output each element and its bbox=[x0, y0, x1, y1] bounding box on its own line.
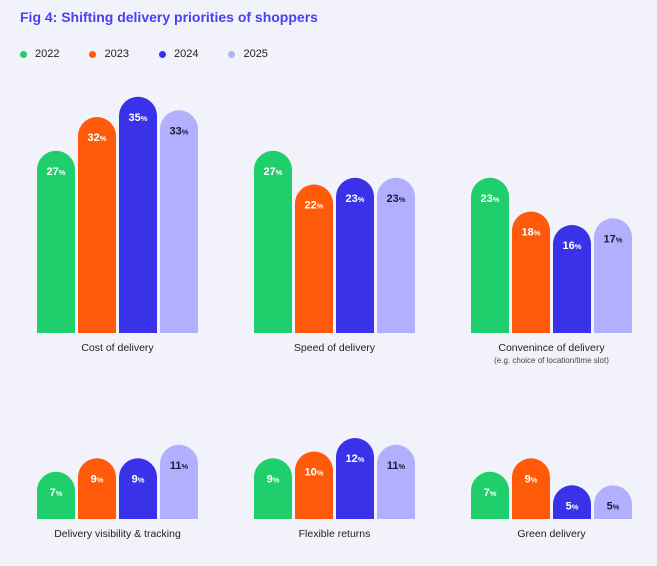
bar-2022 bbox=[471, 471, 509, 519]
data-label: 17% bbox=[604, 233, 623, 245]
legend-label: 2023 bbox=[104, 48, 129, 60]
data-label: 9% bbox=[91, 473, 104, 485]
bar-2022 bbox=[471, 177, 509, 333]
data-label: 11% bbox=[170, 460, 189, 472]
data-label: 16% bbox=[563, 240, 582, 252]
bar-2025 bbox=[377, 177, 415, 333]
bar-2022 bbox=[254, 150, 292, 333]
bar-2025 bbox=[594, 485, 632, 519]
legend-item-2024: 2024 bbox=[158, 48, 199, 60]
bar-2023 bbox=[78, 117, 116, 333]
bar-2022 bbox=[37, 471, 75, 519]
legend-label: 2022 bbox=[35, 48, 60, 60]
bar-group: 27% 22% 23% 23% Speed of delivery bbox=[254, 150, 415, 354]
data-label: 9% bbox=[267, 473, 280, 485]
legend-label: 2025 bbox=[243, 48, 268, 60]
chart-title: Fig 4: Shifting delivery priorities of s… bbox=[20, 9, 318, 25]
bar-2022 bbox=[37, 150, 75, 333]
bar-2023 bbox=[512, 458, 550, 519]
bar-2023 bbox=[78, 458, 116, 519]
bar-2023 bbox=[295, 451, 333, 519]
bar-2024 bbox=[336, 177, 374, 333]
legend-swatch bbox=[228, 50, 236, 58]
data-label: 7% bbox=[484, 487, 497, 499]
data-label: 7% bbox=[50, 487, 63, 499]
legend-item-2023: 2023 bbox=[89, 48, 129, 60]
data-label: 10% bbox=[305, 467, 324, 479]
bar-2022 bbox=[254, 458, 292, 519]
legend-swatch bbox=[158, 50, 166, 58]
bar-2025 bbox=[377, 444, 415, 519]
bar-2024 bbox=[119, 96, 157, 333]
data-label: 9% bbox=[132, 473, 145, 485]
category-label: Convenince of delivery bbox=[498, 342, 605, 354]
category-label: Cost of delivery bbox=[81, 342, 154, 354]
data-label: 23% bbox=[387, 193, 406, 205]
category-label: Flexible returns bbox=[299, 528, 371, 540]
bar-2024 bbox=[336, 438, 374, 519]
legend-swatch bbox=[20, 50, 27, 58]
data-label: 5% bbox=[566, 500, 579, 512]
bar-2023 bbox=[295, 184, 333, 333]
data-label: 12% bbox=[346, 453, 365, 465]
bar-2024 bbox=[119, 458, 157, 519]
bar-2025 bbox=[160, 110, 198, 334]
bar-2024 bbox=[553, 485, 591, 519]
data-label: 27% bbox=[47, 166, 66, 178]
data-label: 23% bbox=[481, 193, 500, 205]
legend-swatch bbox=[89, 50, 97, 58]
category-label: Speed of delivery bbox=[294, 342, 376, 354]
data-label: 33% bbox=[170, 125, 189, 137]
legend-item-2022: 2022 bbox=[20, 48, 59, 60]
data-label: 23% bbox=[346, 193, 365, 205]
bar-2024 bbox=[553, 225, 591, 333]
bar-group: 7% 9% 5% 5% Green delivery bbox=[471, 458, 632, 540]
bar-group: 27% 32% 35% 33% Cost of delivery bbox=[37, 96, 198, 354]
bar-group: 23% 18% 16% 17% Convenince of delivery (e.g. … bbox=[471, 177, 632, 365]
data-label: 9% bbox=[525, 473, 538, 485]
category-label: Delivery visibility & tracking bbox=[54, 528, 181, 540]
data-label: 35% bbox=[129, 112, 148, 124]
category-label: Green delivery bbox=[517, 528, 586, 540]
bar-group: 9% 10% 12% 11% Flexible returns bbox=[254, 438, 415, 540]
bar-2025 bbox=[160, 444, 198, 519]
data-label: 5% bbox=[607, 500, 620, 512]
category-sublabel: (e.g. choice of location/time slot) bbox=[494, 356, 609, 365]
data-label: 18% bbox=[522, 227, 541, 239]
data-label: 32% bbox=[88, 132, 107, 144]
legend: 2022 2023 2024 2025 bbox=[20, 46, 298, 62]
bar-group: 7% 9% 9% 11% Delivery visibility & tracking bbox=[37, 444, 198, 540]
legend-item-2025: 2025 bbox=[228, 48, 268, 60]
bar-2025 bbox=[594, 218, 632, 333]
data-label: 27% bbox=[264, 166, 283, 178]
bar-2023 bbox=[512, 211, 550, 333]
data-label: 22% bbox=[305, 200, 324, 212]
data-label: 11% bbox=[387, 460, 406, 472]
legend-label: 2024 bbox=[173, 48, 199, 60]
